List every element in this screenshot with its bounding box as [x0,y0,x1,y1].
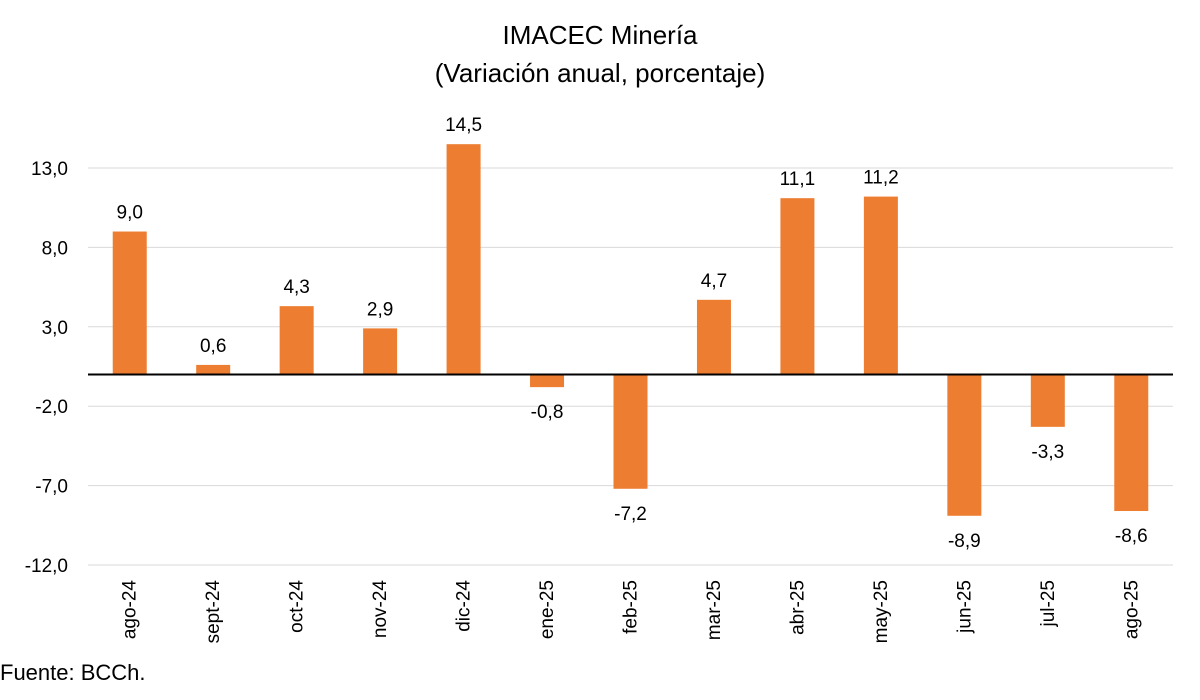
x-tick-label: ago-24 [120,580,141,640]
y-tick-label: 13,0 [31,159,68,180]
bar [530,374,565,388]
data-label: 4,3 [283,277,309,298]
data-label: 9,0 [117,203,143,224]
data-label: 11,2 [863,168,899,189]
x-tick-label: may-25 [871,580,892,643]
x-tick-label: nov-24 [370,580,391,639]
chart-subtitle: (Variación anual, porcentaje) [434,58,766,88]
bar [1030,374,1065,427]
x-tick-label: dic-24 [454,580,475,632]
data-label: -8,9 [948,531,981,552]
bar [363,328,398,375]
y-tick-label: 3,0 [42,318,68,339]
data-label: 11,1 [780,169,816,190]
x-axis-ticks: ago-24 sept-24 oct-24 nov-24 dic-24 ene-25 feb… [120,580,1143,644]
bar [780,198,815,375]
data-labels: 9,0 0,6 4,3 2,9 14,5 -0,8 -7,2 4,7 11,1 11,2 -8,9 -… [117,115,1148,552]
x-tick-label: jul-25 [1038,580,1059,627]
data-label: -7,2 [614,504,647,525]
bar [279,306,314,375]
x-tick-label: sept-24 [203,580,224,644]
x-tick-label: feb-25 [621,580,642,634]
source-note: Fuente: BCCh. [0,660,146,685]
y-tick-label: -2,0 [35,397,68,418]
bar [696,299,731,375]
y-axis-ticks: 13,0 8,0 3,0 -2,0 -7,0 -12,0 [25,159,68,577]
bar [196,364,231,375]
data-label: -3,3 [1031,442,1064,463]
bar [1114,374,1149,512]
bar [112,231,147,375]
y-tick-label: -7,0 [35,477,68,498]
data-label: 2,9 [367,299,393,320]
bar [863,196,898,375]
data-label: 14,5 [445,115,482,136]
bar [446,144,481,375]
x-tick-label: ago-25 [1121,580,1142,639]
x-tick-label: oct-24 [287,580,308,633]
x-tick-label: ene-25 [537,580,558,639]
x-tick-label: mar-25 [704,580,725,640]
x-tick-label: abr-25 [787,580,808,635]
data-label: -8,6 [1115,526,1148,547]
gridlines [88,167,1173,566]
data-label: 4,7 [701,271,727,292]
y-tick-label: 8,0 [42,238,68,259]
bar [613,374,648,489]
bars [112,144,1149,516]
x-tick-label: jun-25 [954,580,975,634]
chart-title: IMACEC Minería [502,20,698,50]
bar [947,374,982,516]
y-tick-label: -12,0 [25,556,68,577]
data-label: -0,8 [531,402,564,423]
data-label: 0,6 [200,336,226,357]
